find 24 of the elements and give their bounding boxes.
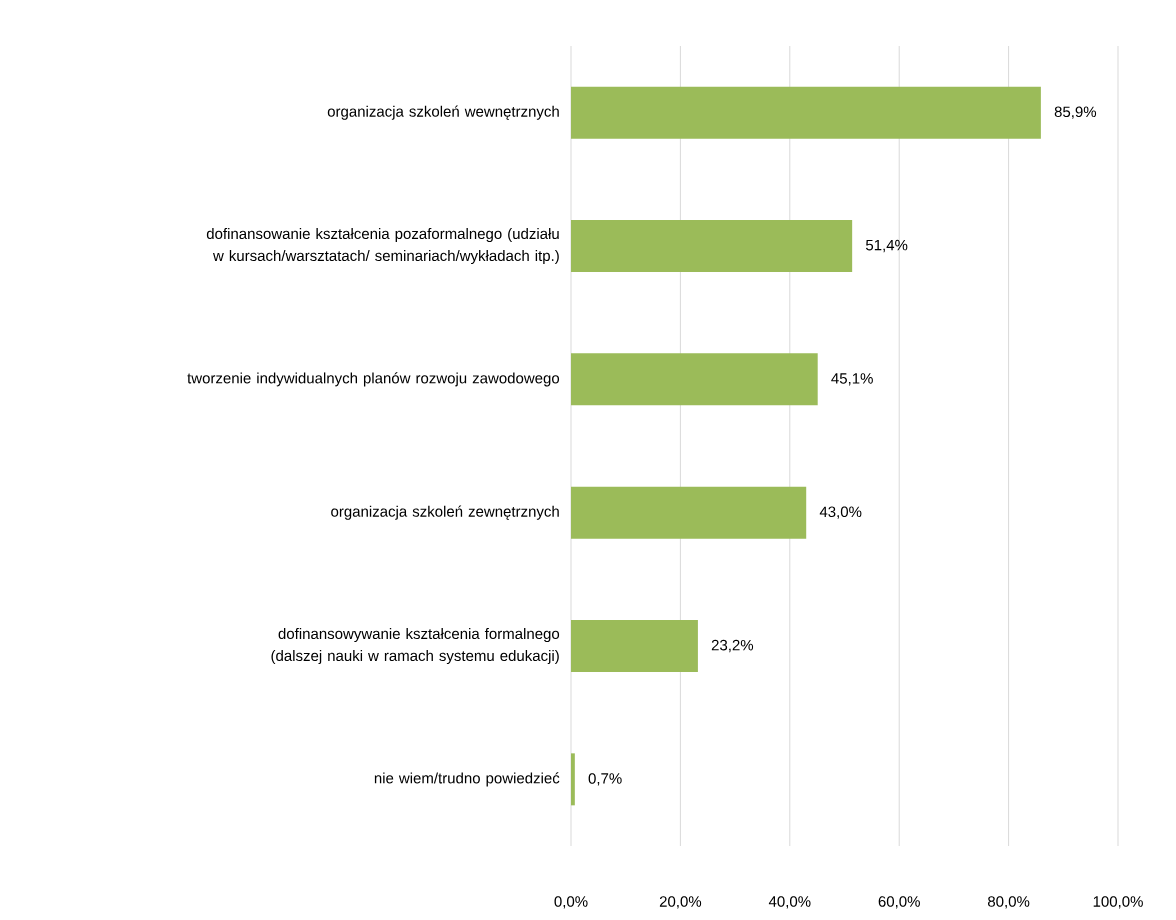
x-tick-label: 80,0% — [988, 896, 1030, 909]
x-tick-label: 100,0% — [1093, 896, 1143, 909]
bar — [571, 353, 818, 406]
data-label: 45,1% — [831, 373, 873, 386]
y-tick-label: dofinansowanie kształcenia pozaformalnego (udziału w kursach/warsztatach/ seminariach/wykładach itp.) — [206, 228, 559, 264]
data-label: 43,0% — [819, 506, 862, 519]
data-label: 85,9% — [1054, 106, 1097, 119]
bar — [571, 86, 1041, 139]
y-tick-label: tworzenie indywidualnych planów rozwoju zawodowego — [187, 372, 560, 387]
y-tick-label: organizacja szkoleń zewnętrznych — [331, 505, 559, 520]
bar — [571, 620, 698, 673]
y-tick-label: organizacja szkoleń wewnętrznych — [327, 105, 559, 120]
data-label: 0,7% — [588, 773, 622, 786]
data-label: 23,2% — [711, 639, 754, 653]
bar — [571, 486, 807, 539]
bar — [571, 753, 575, 806]
y-tick-label: dofinansowywanie kształcenia formalnego (dalszej nauki w ramach systemu edukacji) — [271, 628, 560, 664]
x-tick-label: 0,0% — [554, 896, 588, 909]
data-label: 51,4% — [865, 239, 908, 253]
bar — [571, 220, 853, 272]
y-tick-label: nie wiem/trudno powiedzieć — [374, 772, 560, 787]
x-tick-label: 20,0% — [659, 896, 702, 909]
x-tick-label: 40,0% — [768, 896, 811, 909]
x-tick-label: 60,0% — [878, 896, 920, 909]
